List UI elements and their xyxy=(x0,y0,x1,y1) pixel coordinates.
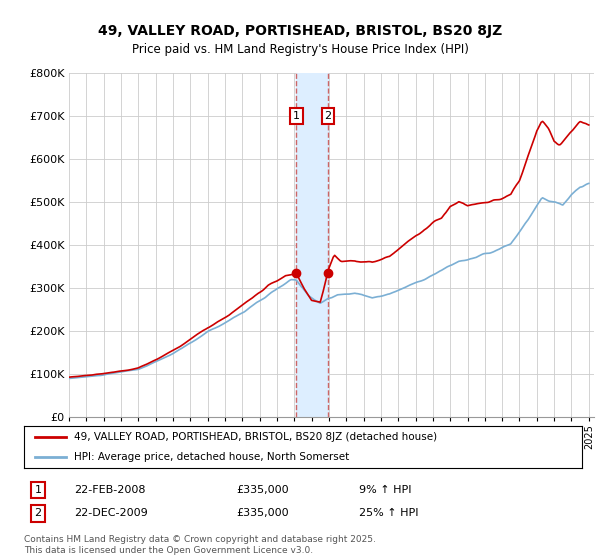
Text: 25% ↑ HPI: 25% ↑ HPI xyxy=(359,508,418,519)
Text: 1: 1 xyxy=(293,111,300,121)
Text: Price paid vs. HM Land Registry's House Price Index (HPI): Price paid vs. HM Land Registry's House … xyxy=(131,43,469,55)
Text: 2: 2 xyxy=(34,508,41,519)
Text: £335,000: £335,000 xyxy=(236,485,289,495)
Text: 22-FEB-2008: 22-FEB-2008 xyxy=(74,485,146,495)
Text: £335,000: £335,000 xyxy=(236,508,289,519)
Text: 2: 2 xyxy=(325,111,332,121)
Text: 49, VALLEY ROAD, PORTISHEAD, BRISTOL, BS20 8JZ (detached house): 49, VALLEY ROAD, PORTISHEAD, BRISTOL, BS… xyxy=(74,432,437,442)
Text: HPI: Average price, detached house, North Somerset: HPI: Average price, detached house, Nort… xyxy=(74,452,349,462)
Text: 49, VALLEY ROAD, PORTISHEAD, BRISTOL, BS20 8JZ: 49, VALLEY ROAD, PORTISHEAD, BRISTOL, BS… xyxy=(98,24,502,38)
Text: 22-DEC-2009: 22-DEC-2009 xyxy=(74,508,148,519)
Text: Contains HM Land Registry data © Crown copyright and database right 2025.
This d: Contains HM Land Registry data © Crown c… xyxy=(24,535,376,554)
Bar xyxy=(296,73,328,417)
Text: 1: 1 xyxy=(34,485,41,495)
Text: 9% ↑ HPI: 9% ↑ HPI xyxy=(359,485,412,495)
